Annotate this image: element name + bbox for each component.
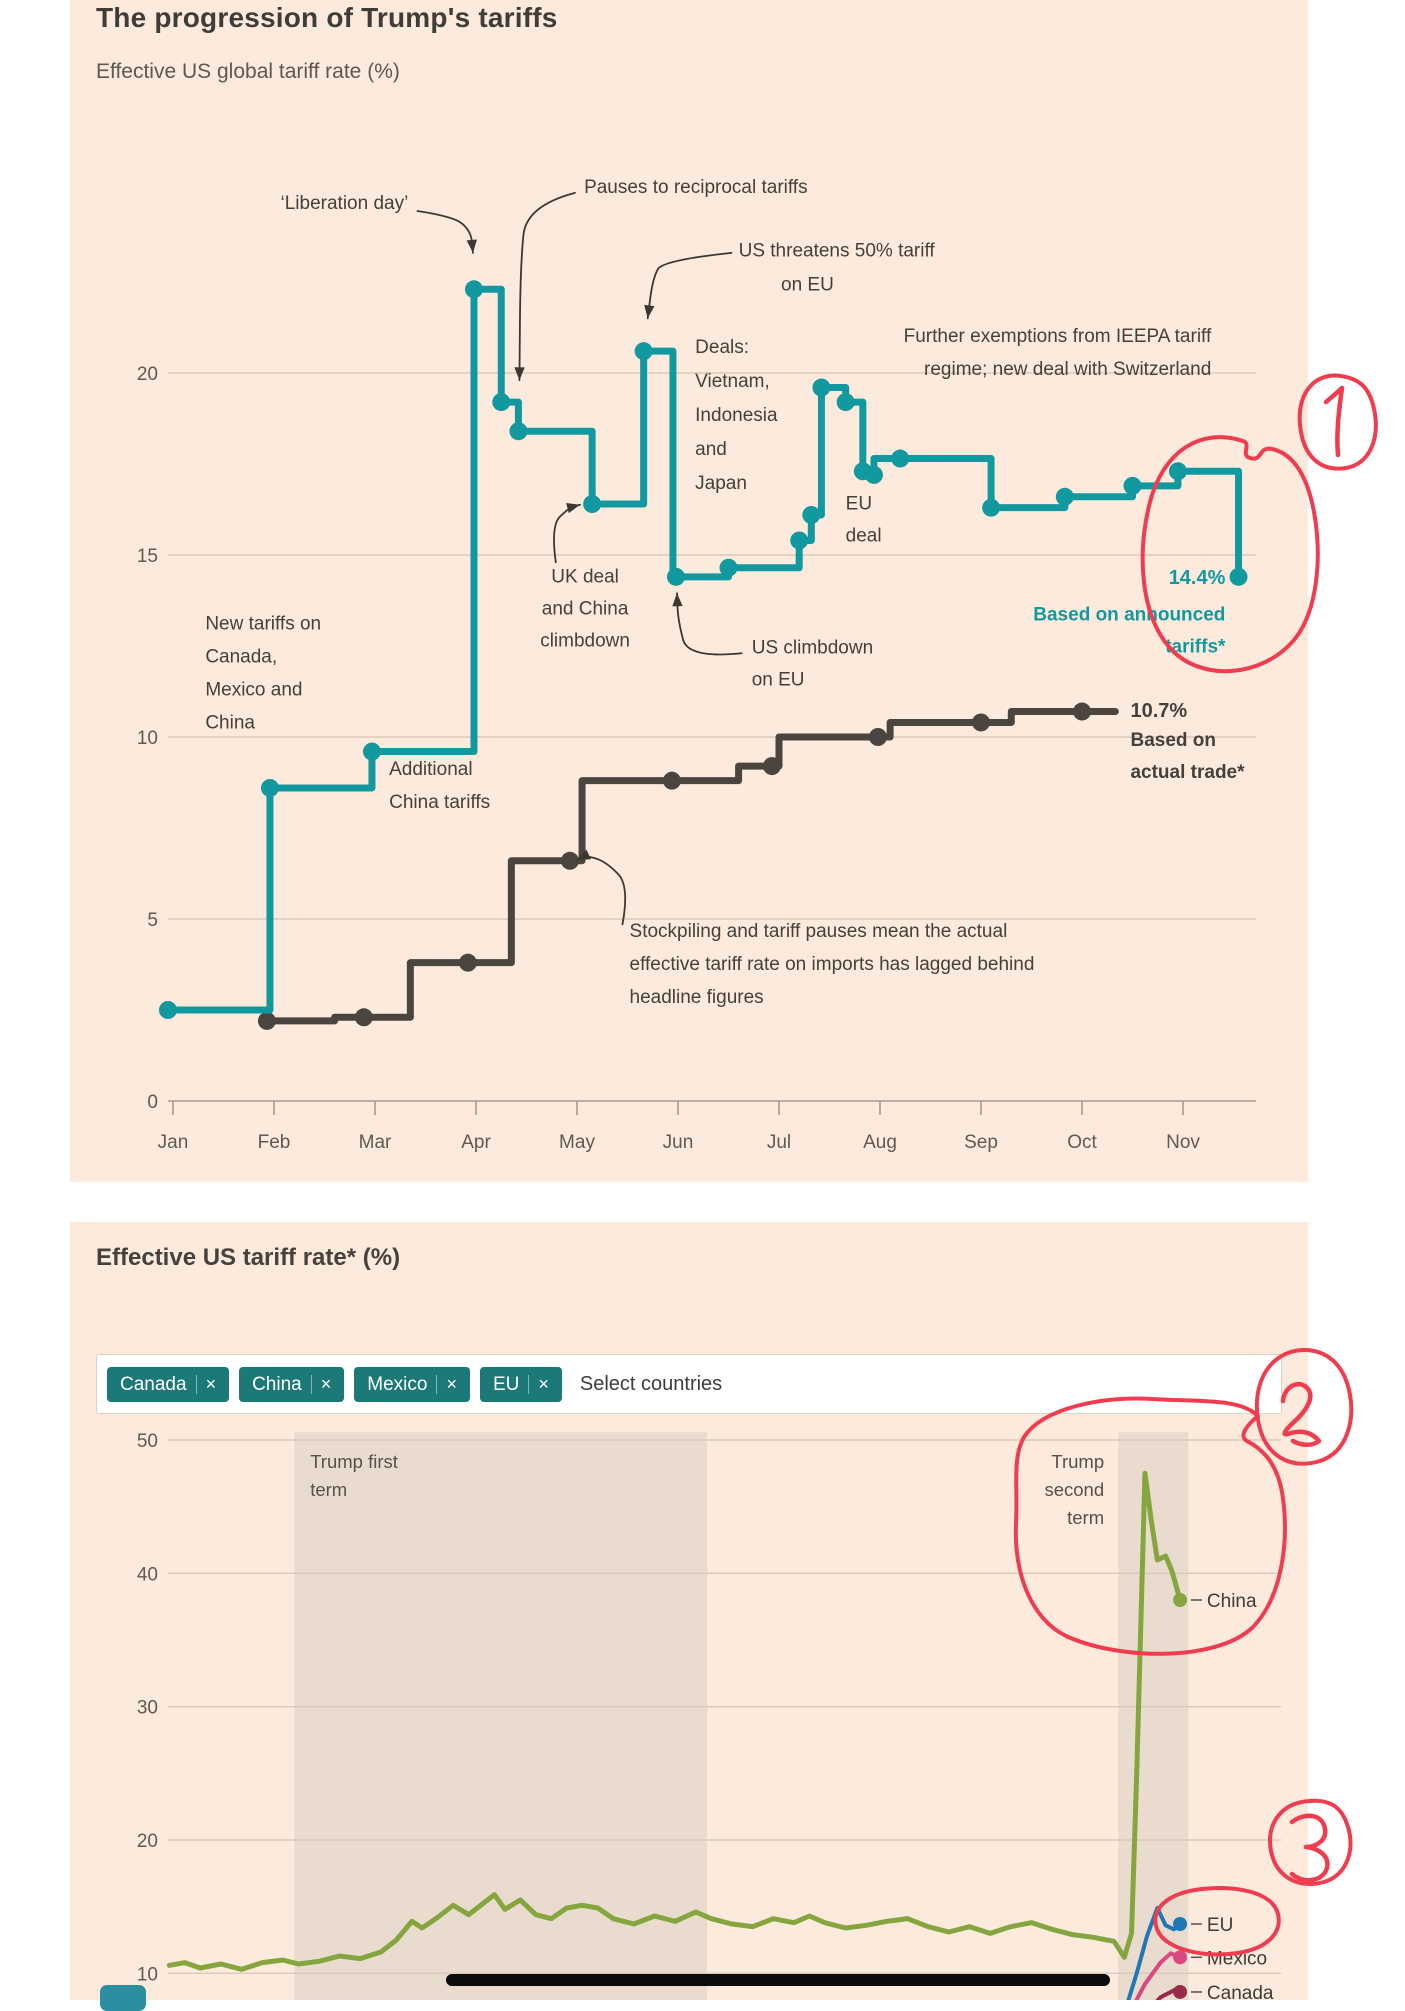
country-select-input[interactable]: Canada × China × Mexico × EU × Select countries xyxy=(96,1354,1282,1414)
remove-chip-icon[interactable]: × xyxy=(320,1374,332,1394)
country-chip-mexico[interactable]: Mexico × xyxy=(354,1366,470,1402)
chip-label: EU xyxy=(492,1373,520,1395)
chip-separator xyxy=(195,1374,197,1394)
top-chart-panel xyxy=(70,0,1308,1182)
scrubber-bar[interactable] xyxy=(446,1974,1110,1986)
bottom-chart-panel xyxy=(70,1222,1308,2000)
chip-label: China xyxy=(252,1373,302,1395)
top-chart-subtitle: Effective US global tariff rate (%) xyxy=(96,60,400,83)
partial-button-cutoff[interactable] xyxy=(100,1985,146,2011)
country-chip-eu[interactable]: EU × xyxy=(479,1366,562,1402)
chip-separator xyxy=(528,1374,530,1394)
chip-label: Canada xyxy=(120,1373,187,1395)
country-chips: Canada × China × Mexico × EU × xyxy=(107,1366,562,1402)
remove-chip-icon[interactable]: × xyxy=(205,1374,217,1394)
chip-separator xyxy=(310,1374,312,1394)
page-title: The progression of Trump's tariffs xyxy=(96,2,558,33)
red-circle-digit-1 xyxy=(1297,373,1378,471)
chip-separator xyxy=(436,1374,438,1394)
bottom-chart-title: Effective US tariff rate* (%) xyxy=(96,1244,401,1271)
remove-chip-icon[interactable]: × xyxy=(538,1374,549,1394)
country-chip-china[interactable]: China × xyxy=(239,1366,345,1402)
red-digit-1 xyxy=(1323,385,1345,458)
chip-label: Mexico xyxy=(367,1373,428,1395)
country-chip-canada[interactable]: Canada × xyxy=(107,1366,230,1402)
remove-chip-icon[interactable]: × xyxy=(446,1374,457,1394)
select-countries-placeholder: Select countries xyxy=(579,1372,723,1395)
